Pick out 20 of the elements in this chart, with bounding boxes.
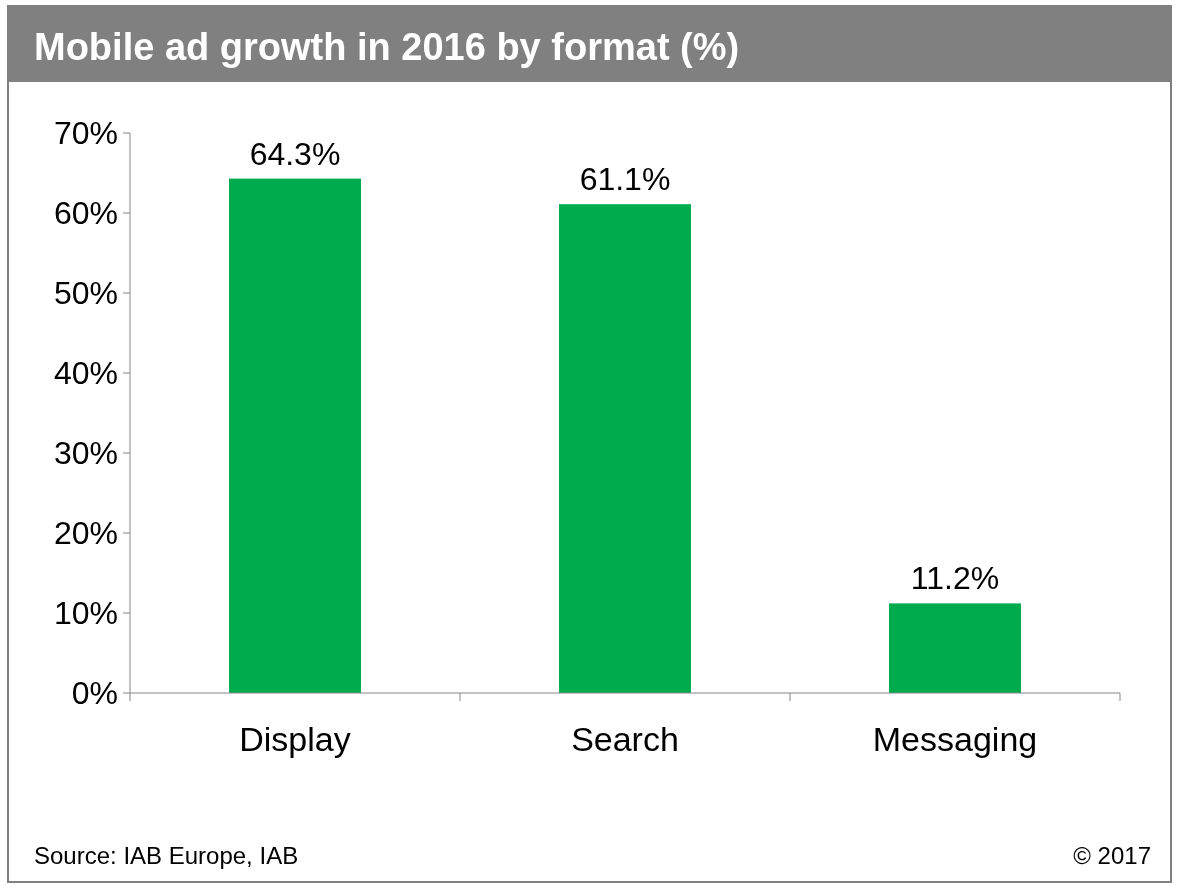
bar [889,603,1021,693]
y-tick-label: 40% [53,355,118,392]
y-tick-label: 70% [53,115,118,152]
y-tick-label: 20% [53,515,118,552]
y-tick-label: 30% [53,435,118,472]
data-label: 64.3% [249,135,341,172]
x-tick-label: Messaging [872,720,1038,758]
y-tick-label: 0% [71,675,118,712]
x-tick-label: Display [239,720,351,758]
x-tick-label: Search [571,720,679,758]
text: © 2017 [1073,842,1151,869]
y-tick-label: 50% [53,275,118,312]
y-tick-label: 60% [53,195,118,232]
bar [229,178,361,693]
data-label: 11.2% [910,560,1000,597]
bar [559,204,691,693]
data-label: 61.1% [579,161,671,198]
chart-title: Mobile ad growth in 2016 by format (%) [34,26,740,68]
y-tick-label: 10% [53,595,118,632]
source-note: Source: IAB Europe, IAB [34,842,299,869]
